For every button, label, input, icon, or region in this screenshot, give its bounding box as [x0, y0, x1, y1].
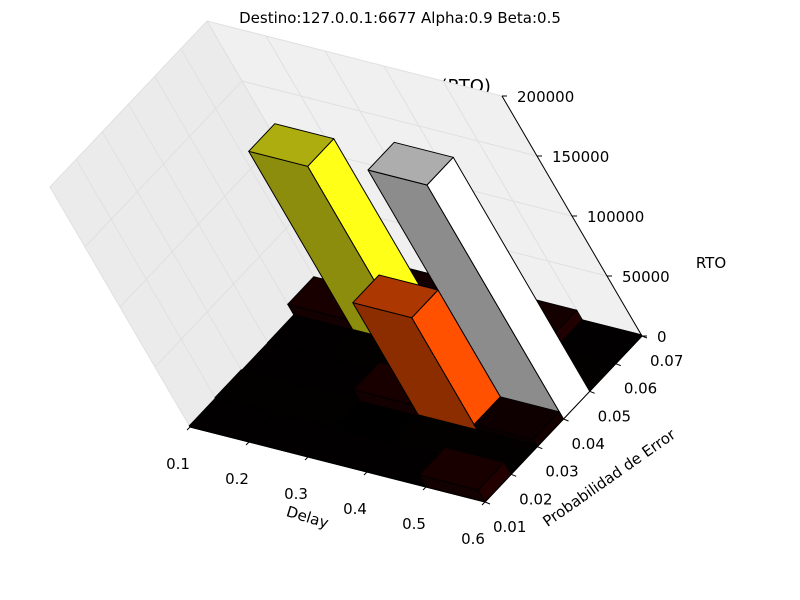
- z-gridline: [49, 20, 503, 188]
- z-axis-label: RTO: [696, 254, 726, 272]
- x-tick-mark: [186, 426, 191, 431]
- x-tick-label: 0.4: [343, 500, 367, 518]
- bar-prism: [418, 446, 512, 503]
- bar-top-face: [248, 123, 335, 167]
- z-tick-label: 150000: [552, 148, 609, 166]
- y-tick-label: 0.05: [598, 407, 631, 425]
- bars: [188, 123, 643, 503]
- bar-top-face: [473, 396, 560, 440]
- y-tick-mark: [615, 363, 622, 367]
- x-tick-label: 0.3: [284, 485, 308, 503]
- tick-labels: 0.1 0.2 0.3 0.4 0.5 0.6 0.01 0.02 0.03 0.04 0.05 0.…: [166, 88, 683, 548]
- y-tick-label: 0.02: [519, 490, 552, 508]
- bar-top-face: [418, 446, 505, 491]
- y-tick-mark: [510, 473, 517, 477]
- z-tick-label: 50000: [622, 268, 670, 286]
- x-tick-label: 0.1: [166, 455, 190, 473]
- y-tick-label: 0.03: [545, 463, 578, 481]
- z-tick-label: 100000: [587, 208, 644, 226]
- y-tick-label: 0.06: [624, 380, 657, 398]
- y-tick-mark: [589, 390, 595, 394]
- bar-top-face: [367, 141, 454, 186]
- x-tick-mark: [481, 501, 486, 506]
- y-tick-label: 0.07: [650, 352, 683, 370]
- x-tick-mark: [304, 456, 309, 461]
- x-axis-label: Delay: [284, 502, 331, 532]
- x-tick-mark: [245, 441, 250, 446]
- y-tick-label: 0.01: [493, 518, 526, 536]
- x-tick-label: 0.2: [225, 470, 249, 488]
- x-tick-mark: [422, 486, 427, 491]
- z-tick-label: 200000: [517, 88, 574, 106]
- y-tick-label: 0.04: [572, 435, 605, 453]
- z-tick-label: 0: [657, 328, 667, 346]
- y-tick-mark: [563, 418, 569, 422]
- x-tick-mark: [363, 471, 368, 476]
- figure-suptitle: Destino:127.0.0.1:6677 Alpha:0.9 Beta:0.…: [239, 9, 561, 27]
- bar-top-face: [352, 274, 439, 319]
- bar-prism: [367, 141, 591, 420]
- bar-prism: [352, 274, 505, 433]
- z-gridline: [84, 80, 538, 248]
- y-tick-mark: [484, 501, 491, 505]
- x-tick-label: 0.5: [402, 515, 426, 533]
- x-tick-label: 0.6: [461, 530, 485, 548]
- y-tick-mark: [537, 446, 543, 450]
